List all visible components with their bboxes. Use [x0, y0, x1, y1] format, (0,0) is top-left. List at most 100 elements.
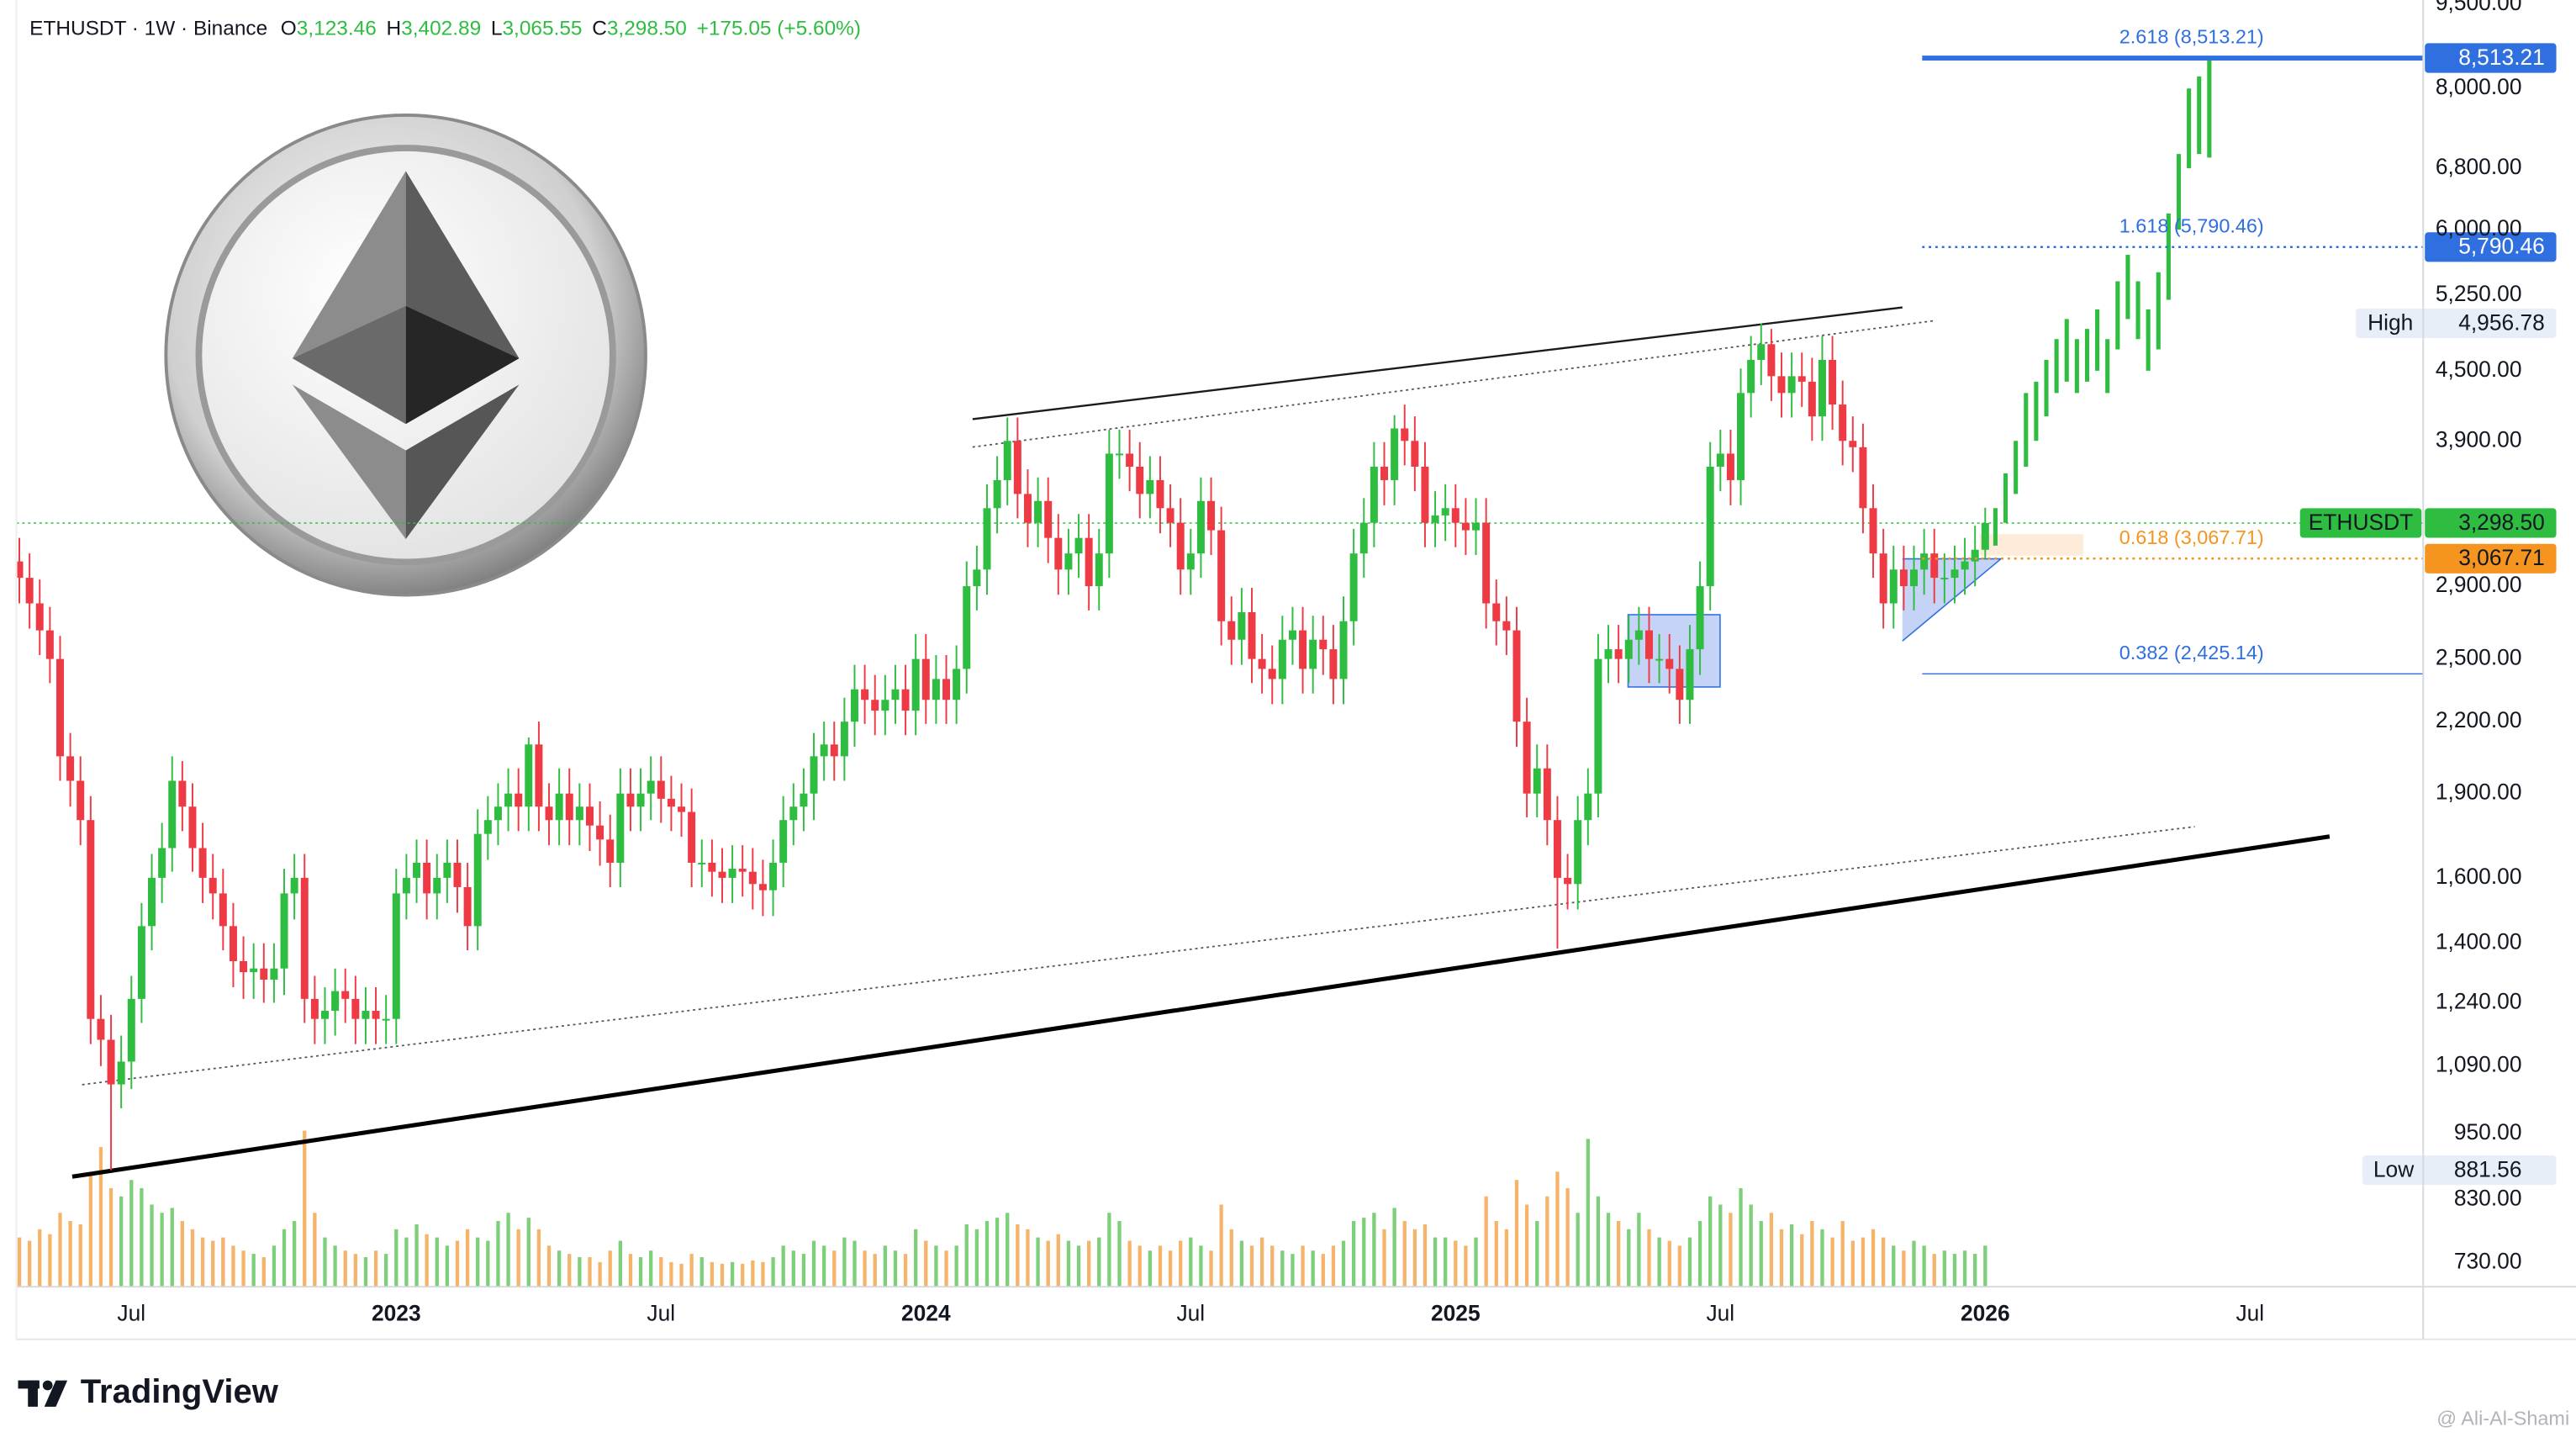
y-tick-label: 1,600.00	[2436, 864, 2522, 889]
volume-bar	[1454, 1240, 1458, 1287]
volume-bar	[1148, 1250, 1152, 1287]
volume-bar	[1871, 1229, 1876, 1287]
volume-bar	[1840, 1221, 1845, 1287]
volume-bar	[445, 1245, 450, 1287]
volume-bar	[546, 1245, 552, 1287]
candle-body	[1839, 404, 1847, 441]
candle-body	[626, 793, 635, 807]
candle-body	[178, 780, 187, 807]
candle-body	[1319, 639, 1328, 650]
candle-body	[1401, 428, 1409, 441]
volume-bar	[1983, 1245, 1987, 1287]
volume-bar	[1138, 1245, 1142, 1287]
candle-body	[45, 630, 54, 659]
candle-body	[1706, 466, 1714, 587]
candle-body	[748, 871, 757, 885]
candle-body	[392, 893, 400, 1019]
candle-body	[1655, 658, 1664, 661]
volume-bar	[1524, 1204, 1529, 1287]
candle-body	[1370, 466, 1378, 523]
candle-body	[728, 869, 736, 878]
candle-body	[983, 508, 991, 570]
volume-bar	[1229, 1229, 1233, 1287]
volume-bar	[343, 1250, 347, 1287]
volume-bar	[893, 1250, 898, 1287]
trendline	[972, 306, 1903, 420]
volume-bar	[883, 1245, 887, 1287]
symbol-title: ETHUSDT · 1W · Binance	[29, 18, 267, 40]
volume-bar	[1291, 1254, 1295, 1287]
candle-body	[168, 780, 177, 848]
volume-bar	[1189, 1237, 1193, 1287]
candle-body	[606, 839, 615, 863]
candle-body	[250, 968, 258, 973]
volume-bar	[435, 1237, 439, 1287]
volume-bar	[526, 1218, 531, 1287]
candle-body	[1726, 453, 1734, 480]
volume-bar	[1006, 1213, 1010, 1287]
price-tag-label: 5,790.46	[2458, 234, 2545, 259]
volume-bar	[394, 1229, 399, 1287]
volume-bar	[17, 1237, 22, 1287]
x-tick-label: 2025	[1431, 1300, 1481, 1325]
candle-body	[1737, 393, 1745, 480]
candle-body	[1329, 649, 1338, 679]
candle-body	[270, 968, 278, 980]
candle-body	[1553, 820, 1561, 878]
volume-bar	[78, 1224, 82, 1287]
ohlc-letter: C	[592, 18, 607, 40]
volume-bar	[1555, 1171, 1560, 1287]
logo-shape	[28, 1380, 38, 1407]
volume-bar	[58, 1213, 62, 1287]
candle-body	[1146, 479, 1154, 494]
candle-body	[636, 793, 645, 807]
candle-body	[1074, 537, 1083, 554]
price-tag	[2425, 543, 2557, 574]
low-tag-bg	[2362, 1155, 2557, 1186]
volume-bar	[303, 1130, 307, 1287]
candle-body	[240, 960, 248, 973]
volume-bar	[1066, 1240, 1071, 1287]
candle-body	[453, 862, 462, 887]
candle-body	[1574, 820, 1582, 885]
candle-body	[1085, 537, 1093, 587]
volume-bar	[1209, 1250, 1213, 1287]
volume-bar	[190, 1229, 195, 1287]
candle-body	[1797, 376, 1806, 382]
candle-body	[800, 793, 808, 807]
volume-bar	[1759, 1221, 1763, 1287]
volume-bar	[1789, 1224, 1794, 1287]
ohlc-letter: O	[281, 18, 297, 40]
candle-body	[1176, 522, 1185, 570]
volume-bar	[1219, 1204, 1223, 1287]
volume-bar	[1545, 1196, 1549, 1287]
volume-bar	[1810, 1221, 1814, 1287]
volume-bar	[710, 1261, 715, 1287]
candle-body	[810, 756, 818, 794]
candle-body	[708, 862, 716, 872]
candle-body	[1920, 553, 1929, 570]
volume-bar	[261, 1257, 266, 1287]
candle-body	[260, 968, 268, 980]
candle-body	[1961, 561, 1969, 570]
high-tag-name: High	[2367, 309, 2413, 335]
candle-body	[1564, 877, 1572, 885]
candle-body	[993, 479, 1001, 509]
volume-bar	[231, 1245, 235, 1287]
candle-body	[463, 886, 472, 927]
volume-bar	[1168, 1250, 1173, 1287]
candle-body	[188, 806, 197, 848]
candle-body	[545, 806, 553, 821]
volume-bar	[1382, 1229, 1386, 1287]
candle-body	[820, 744, 828, 757]
candle-body	[688, 811, 696, 863]
candle-body	[1238, 612, 1246, 640]
y-tick-label: 830.00	[2454, 1186, 2522, 1211]
volume-bar	[1464, 1245, 1468, 1287]
volume-bar	[1902, 1250, 1906, 1287]
candle-body	[280, 893, 288, 969]
candle-body	[1451, 508, 1460, 523]
candle-body	[1757, 344, 1766, 361]
x-tick-label: Jul	[117, 1300, 145, 1325]
volume-bar	[608, 1250, 612, 1287]
